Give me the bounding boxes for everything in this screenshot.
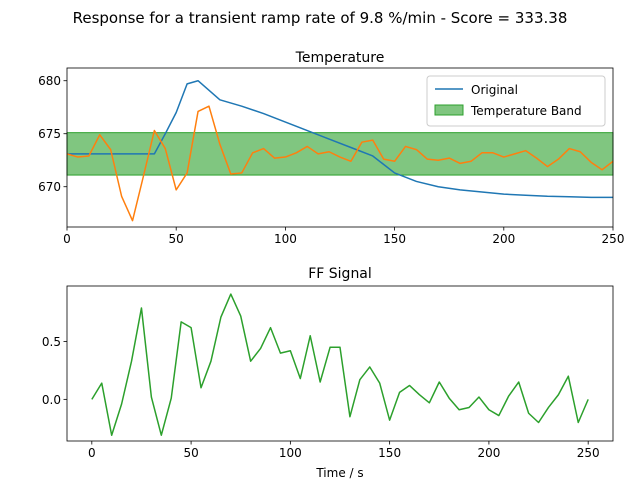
temperature-x-tick-label: 200 (492, 232, 515, 246)
temperature-x-tick-label: 50 (169, 232, 184, 246)
temperature-band (66, 132, 614, 176)
ff-signal-x-tick-label: 200 (477, 446, 500, 460)
ff-signal-y-tick-label: 0.5 (42, 335, 61, 349)
temperature-x-tick-label: 100 (274, 232, 297, 246)
temperature-axes-frame (66, 67, 614, 228)
ff-signal-x-tick-label: 0 (88, 446, 96, 460)
ff-signal-title: FF Signal (308, 266, 372, 282)
temperature-y-tick-label: 670 (38, 180, 61, 194)
ff-signal-y-tick-label: 0.0 (42, 393, 61, 407)
temperature-axes: Temperature 0 50 100 150 200 250 670 675 680 Origi… (38, 50, 624, 246)
temperature-original-line (67, 79, 613, 199)
temperature-x-tick-label: 0 (63, 232, 71, 246)
legend-original-label: Original (471, 83, 518, 97)
temperature-y-tick-label: 675 (38, 127, 61, 141)
figure-title: Response for a transient ramp rate of 9.… (73, 9, 568, 27)
temperature-x-tick-label: 250 (602, 232, 625, 246)
ff-signal-axes: FF Signal 0 50 100 150 200 250 0.0 0.5 Time / s (42, 266, 614, 480)
ff-signal-x-tick-label: 150 (378, 446, 401, 460)
ff-signal-x-tick-label: 100 (279, 446, 302, 460)
ff-signal-series-1-line (91, 293, 589, 436)
ff-signal-axes-frame (66, 285, 614, 442)
legend-box (426, 75, 606, 127)
legend-band-label: Temperature Band (470, 104, 582, 118)
ff-signal-x-tick-label: 50 (183, 446, 198, 460)
ff-signal-x-tick-label: 250 (577, 446, 600, 460)
ff-signal-x-axis-label: Time / s (315, 466, 363, 480)
temperature-x-tick-label: 150 (383, 232, 406, 246)
temperature-y-tick-label: 680 (38, 74, 61, 88)
temperature-series-2-line (66, 105, 614, 222)
temperature-title: Temperature (295, 50, 385, 66)
legend-band-swatch (434, 104, 464, 116)
